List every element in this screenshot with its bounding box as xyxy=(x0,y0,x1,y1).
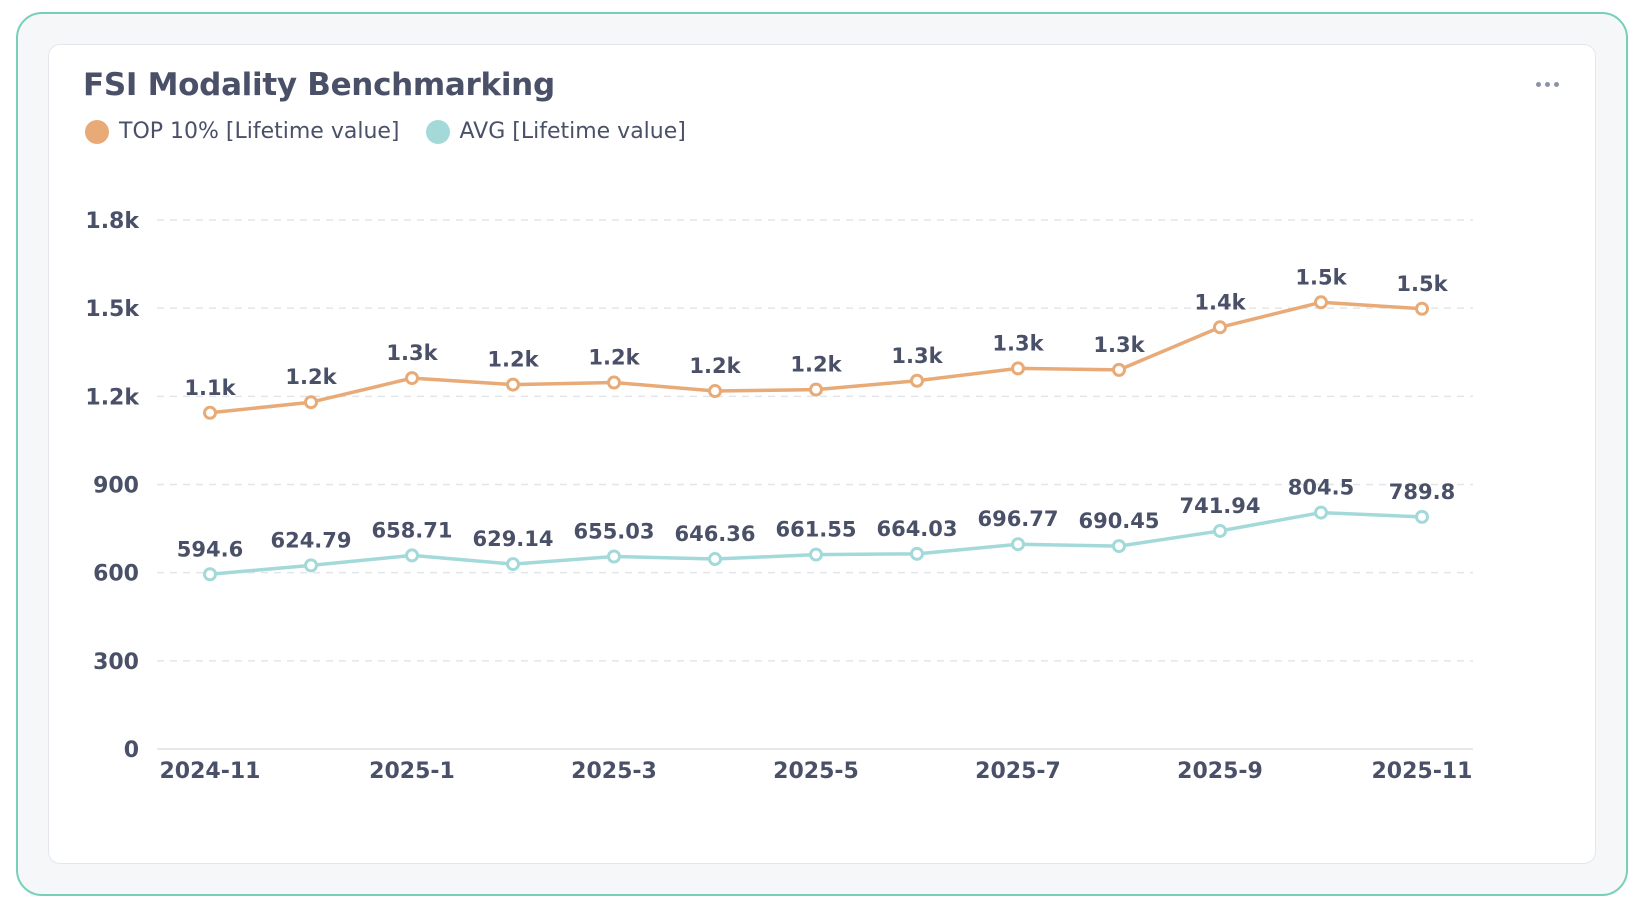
x-tick-label: 2025-7 xyxy=(975,759,1061,784)
data-point xyxy=(203,567,217,582)
y-tick-label: 1.5k xyxy=(85,297,140,322)
data-label: 1.3k xyxy=(891,344,943,368)
data-label: 661.55 xyxy=(775,518,856,542)
data-point xyxy=(1213,320,1227,335)
legend-item-top10[interactable]: TOP 10% [Lifetime value] xyxy=(85,119,400,144)
data-point xyxy=(304,395,318,410)
more-dot xyxy=(1544,81,1550,87)
data-point xyxy=(910,373,924,388)
data-label: 624.79 xyxy=(270,528,351,552)
data-label: 1.2k xyxy=(689,354,741,378)
data-label: 741.94 xyxy=(1179,494,1260,518)
x-tick-label: 2025-3 xyxy=(571,759,657,784)
data-point xyxy=(405,548,419,563)
data-label: 664.03 xyxy=(876,517,957,541)
data-label: 1.2k xyxy=(285,365,337,389)
x-tick-label: 2025-11 xyxy=(1372,759,1473,784)
legend-item-avg[interactable]: AVG [Lifetime value] xyxy=(425,119,686,144)
y-tick-label: 900 xyxy=(93,474,139,499)
y-tick-label: 600 xyxy=(93,562,139,587)
data-point xyxy=(405,371,419,386)
data-point xyxy=(607,375,621,390)
x-tick-label: 2025-9 xyxy=(1177,759,1263,784)
data-point xyxy=(1314,505,1328,520)
data-label: 1.2k xyxy=(790,353,842,377)
legend-dot-top10 xyxy=(85,119,109,144)
data-point xyxy=(1011,537,1025,552)
x-tick-label: 2025-5 xyxy=(773,759,859,784)
data-label: 594.6 xyxy=(177,537,243,561)
data-label: 646.36 xyxy=(674,522,755,546)
data-label: 1.2k xyxy=(588,346,640,370)
legend-label-top10: TOP 10% [Lifetime value] xyxy=(119,119,400,144)
y-tick-label: 0 xyxy=(124,738,139,763)
line-chart: 0 300 600 900 1.2k 1.5k 1.8k 2024-11 2025-1 2025-… xyxy=(85,209,1473,784)
data-point xyxy=(203,405,217,420)
data-point xyxy=(708,384,722,399)
data-label: 1.2k xyxy=(487,348,539,372)
data-point xyxy=(506,557,520,572)
data-point xyxy=(304,558,318,573)
data-label: 789.8 xyxy=(1389,480,1455,504)
data-point xyxy=(809,382,823,397)
data-label: 1.5k xyxy=(1396,272,1448,296)
data-label: 658.71 xyxy=(371,518,452,542)
data-point xyxy=(1112,362,1126,377)
data-label: 696.77 xyxy=(977,507,1058,531)
y-tick-label: 1.8k xyxy=(85,209,140,234)
data-point xyxy=(809,547,823,562)
y-tick-label: 300 xyxy=(93,650,139,675)
x-tick-label: 2025-1 xyxy=(369,759,455,784)
data-point xyxy=(1213,523,1227,538)
data-point xyxy=(1415,509,1429,524)
data-point xyxy=(1314,295,1328,310)
data-point xyxy=(1415,301,1429,316)
data-label: 1.3k xyxy=(386,341,438,365)
data-point xyxy=(1112,539,1126,554)
data-label: 1.5k xyxy=(1295,265,1347,289)
data-point xyxy=(506,377,520,392)
chart-title: FSI Modality Benchmarking xyxy=(83,67,555,103)
data-label: 1.4k xyxy=(1194,290,1246,314)
dashboard-frame: FSI Modality Benchmarking TOP 10% [Lifet… xyxy=(16,12,1628,896)
data-label: 1.3k xyxy=(992,331,1044,355)
x-tick-label: 2024-11 xyxy=(160,759,261,784)
y-tick-label: 1.2k xyxy=(85,385,140,410)
data-point xyxy=(910,546,924,561)
data-point xyxy=(607,549,621,564)
more-options-icon[interactable] xyxy=(1529,69,1565,99)
data-point xyxy=(708,552,722,567)
data-label: 1.3k xyxy=(1093,333,1145,357)
chart-legend: TOP 10% [Lifetime value] AVG [Lifetime v… xyxy=(85,119,686,144)
legend-label-avg: AVG [Lifetime value] xyxy=(459,119,686,144)
data-label: 629.14 xyxy=(472,527,553,551)
data-label: 655.03 xyxy=(573,519,654,543)
data-label: 690.45 xyxy=(1078,509,1159,533)
legend-dot-avg xyxy=(425,119,450,144)
data-label: 804.5 xyxy=(1288,476,1354,500)
more-dot xyxy=(1535,81,1541,87)
data-label: 1.1k xyxy=(184,376,236,400)
data-point xyxy=(1011,361,1025,376)
more-dot xyxy=(1553,81,1559,87)
chart-card: FSI Modality Benchmarking TOP 10% [Lifet… xyxy=(48,44,1596,864)
